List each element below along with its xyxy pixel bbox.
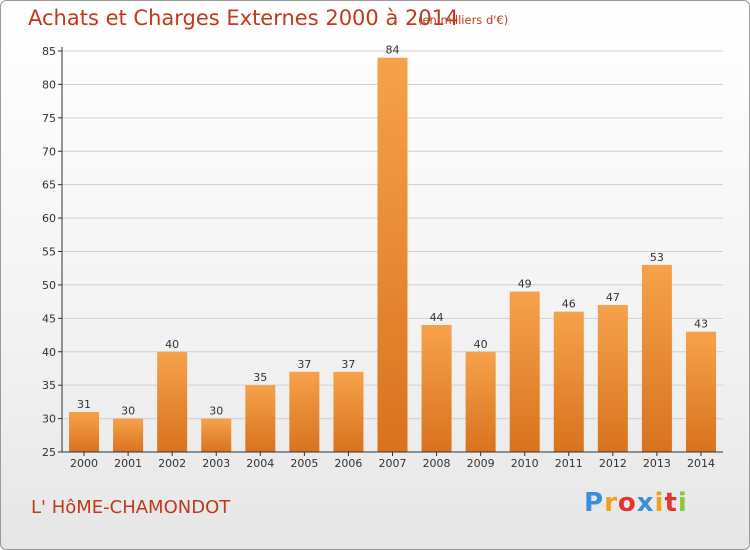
x-tick-label: 2014 [687,457,715,470]
value-label: 43 [694,318,708,331]
bar-2005 [289,371,320,452]
value-label: 53 [650,251,664,264]
logo-letter: r [604,488,618,518]
x-tick-label: 2012 [599,457,627,470]
y-tick-label: 35 [42,379,56,392]
commune-name: L' HôME-CHAMONDOT [31,497,231,518]
bar-2000 [69,411,100,452]
x-tick-label: 2006 [334,457,362,470]
bar-2007 [377,57,408,452]
x-tick-label: 2003 [202,457,230,470]
value-label: 37 [297,358,311,371]
logo-letter: t [664,488,678,518]
axes: 25 30 35 40 45 50 55 60 65 70 75 80 85 2000 2001 2002 20… [42,45,723,470]
y-tick-label: 80 [42,78,56,91]
bar-2009 [465,351,496,452]
x-tick-label: 2011 [555,457,583,470]
value-label: 47 [606,291,620,304]
value-label: 30 [209,405,223,418]
bar-2003 [201,418,232,452]
bar-2013 [641,264,672,452]
logo-letter: i [654,488,665,518]
x-tick-label: 2009 [467,457,495,470]
value-label: 49 [518,278,532,291]
bar-2006 [333,371,364,452]
bar-2004 [245,385,276,452]
logo-letter: x [636,488,655,518]
logo-letter: o [617,488,637,518]
bar-2014 [685,331,716,452]
bar-2012 [597,304,628,452]
x-tick-label: 2001 [114,457,142,470]
x-tick-label: 2002 [158,457,186,470]
value-label: 37 [341,358,355,371]
y-tick-label: 30 [42,413,56,426]
x-tick-label: 2013 [643,457,671,470]
logo-letter: i [677,488,688,518]
bar-2008 [421,325,452,452]
value-label: 84 [386,44,400,57]
x-tick-label: 2000 [70,457,98,470]
y-tick-label: 85 [42,45,56,58]
y-tick-label: 55 [42,246,56,259]
value-label: 35 [253,371,267,384]
y-tick-label: 50 [42,279,56,292]
value-label: 40 [474,338,488,351]
x-tick-label: 2010 [511,457,539,470]
x-tick-label: 2008 [423,457,451,470]
y-tick-label: 40 [42,346,56,359]
y-tick-label: 65 [42,179,56,192]
bar-2010 [509,291,540,452]
chart-title: Achats et Charges Externes 2000 à 2014 [28,6,459,30]
chart-subtitle: (en milliers d'€) [418,13,509,27]
value-label: 31 [77,398,91,411]
logo-letter: P [584,488,605,518]
y-tick-label: 70 [42,145,56,158]
y-tick-label: 60 [42,212,56,225]
y-tick-label: 25 [42,446,56,459]
y-tick-label: 75 [42,112,56,125]
value-label: 40 [165,338,179,351]
value-label: 44 [430,311,444,324]
x-tick-label: 2007 [379,457,407,470]
value-label: 30 [121,405,135,418]
proxiti-logo: Proxiti [584,488,688,518]
x-tick-label: 2005 [290,457,318,470]
y-tick-label: 45 [42,312,56,325]
bar-2011 [553,311,584,452]
bar-2001 [113,418,144,452]
bar-2002 [157,351,188,452]
x-tick-label: 2004 [246,457,274,470]
value-label: 46 [562,298,576,311]
bars: 31 30 40 30 35 37 37 84 44 40 49 46 47 53 43 [69,44,716,452]
